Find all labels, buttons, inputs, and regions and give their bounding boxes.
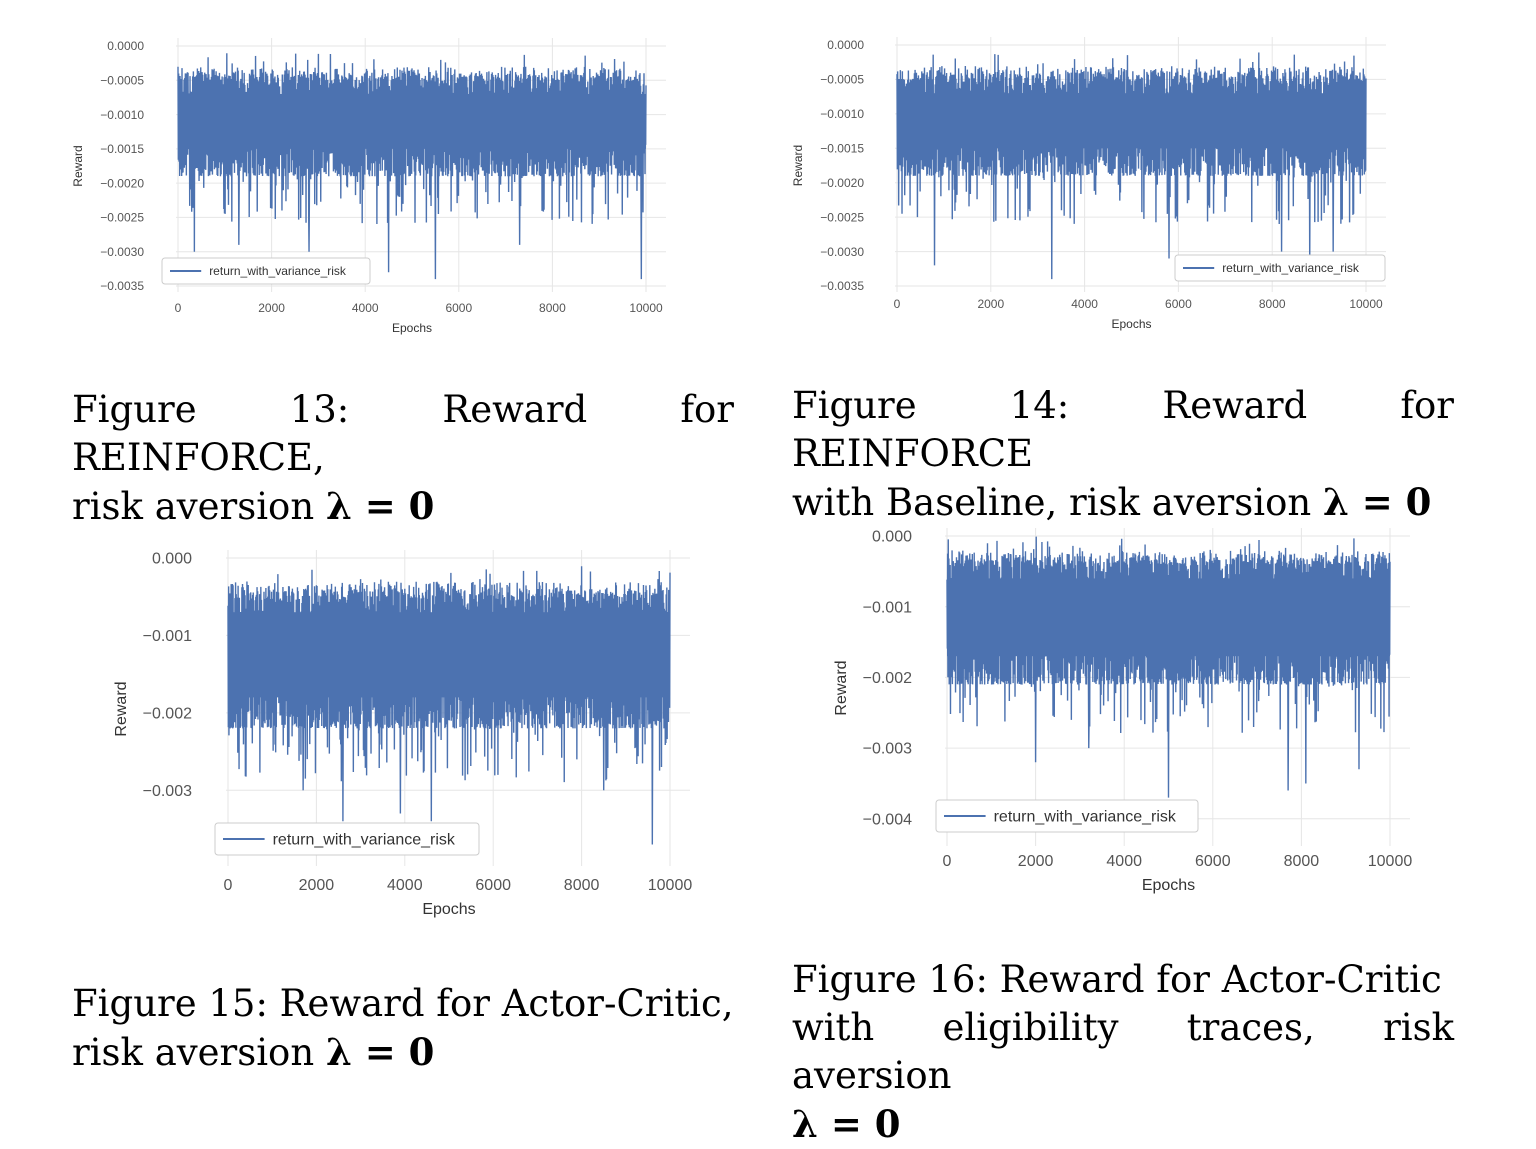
x-tick-label: 6000 (475, 877, 511, 894)
caption-math: λ = 0 (1322, 480, 1432, 524)
x-tick-label: 6000 (1165, 297, 1192, 311)
y-tick-label: −0.0025 (820, 210, 864, 224)
legend-box (214, 822, 480, 856)
legend-box (1174, 254, 1386, 282)
chart-figure-13: 0.0000 −0.0005 −0.0010 −0.0015 −0.0020 −0.002… (71, 38, 666, 335)
y-tick-label: −0.0005 (820, 73, 864, 87)
x-tick-label: 10000 (629, 301, 663, 315)
caption-line-3: λ = 0 (792, 1100, 1454, 1149)
y-tick-label: −0.0035 (100, 279, 144, 293)
x-axis-label: Epochs (1111, 317, 1151, 331)
y-axis-label: Reward (113, 681, 130, 736)
x-axis-label: Epochs (1142, 877, 1195, 894)
figure-13-caption: Figure 13: Reward for REINFORCE, risk av… (72, 386, 734, 531)
x-tick-label: 0 (224, 877, 233, 894)
x-tick-label: 8000 (539, 301, 566, 315)
y-tick-label: −0.001 (863, 599, 912, 616)
x-tick-label: 0 (894, 297, 901, 311)
y-tick-label: −0.0010 (820, 107, 864, 121)
y-tick-label: −0.0030 (820, 245, 864, 259)
x-tick-label: 8000 (1259, 297, 1286, 311)
x-tick-label: 4000 (387, 877, 423, 894)
y-tick-label: −0.0025 (100, 211, 144, 225)
figure-14-caption: Figure 14: Reward for REINFORCE with Bas… (792, 382, 1454, 527)
caption-prefix: with Baseline, risk aversion (792, 481, 1323, 524)
caption-line-2: with eligibility traces, risk aversion (792, 1006, 1454, 1097)
y-tick-label: −0.0015 (820, 141, 864, 155)
y-tick-label: −0.004 (863, 811, 912, 828)
legend-label: return_with_variance_risk (1222, 261, 1360, 275)
caption-prefix: risk aversion (72, 1031, 326, 1074)
y-tick-label: −0.002 (863, 670, 912, 687)
caption-line-1: Figure 14: Reward for REINFORCE (792, 384, 1454, 475)
caption-line-2: risk aversion λ = 0 (72, 482, 734, 531)
x-tick-label: 8000 (564, 877, 600, 894)
y-tick-label: −0.002 (143, 705, 192, 722)
x-tick-label: 10000 (1368, 853, 1413, 870)
chart-figure-16: 0.000 −0.001 −0.002 −0.003 −0.004 0 2000 4000 60… (833, 528, 1413, 894)
x-tick-label: 4000 (1106, 853, 1142, 870)
caption-line-1: Figure 13: Reward for REINFORCE, (72, 388, 734, 479)
y-tick-label: 0.000 (872, 529, 912, 546)
x-tick-label: 0 (943, 853, 952, 870)
y-axis-label: Reward (833, 660, 850, 715)
y-tick-label: −0.003 (143, 783, 192, 800)
y-tick-label: −0.0035 (820, 279, 864, 293)
caption-math: λ = 0 (325, 1030, 435, 1074)
x-tick-label: 2000 (299, 877, 335, 894)
x-tick-label: 6000 (1195, 853, 1231, 870)
x-tick-label: 4000 (352, 301, 379, 315)
series-band-core (947, 578, 1390, 657)
chart-figure-15: 0.000 −0.001 −0.002 −0.003 0 2000 4000 6000 8000… (113, 550, 693, 918)
y-tick-label: −0.0015 (100, 142, 144, 156)
series-band-core (228, 612, 670, 698)
y-tick-label: −0.0010 (100, 108, 144, 122)
series-band-core (897, 93, 1366, 149)
x-tick-label: 2000 (977, 297, 1004, 311)
y-tick-label: −0.0030 (100, 245, 144, 259)
x-tick-label: 4000 (1071, 297, 1098, 311)
x-tick-label: 0 (175, 301, 182, 315)
caption-math: λ = 0 (792, 1102, 901, 1146)
y-tick-label: 0.0000 (107, 39, 144, 53)
legend-label: return_with_variance_risk (994, 809, 1177, 826)
y-tick-label: −0.001 (143, 628, 192, 645)
figure-16-caption: Figure 16: Reward for Actor-Critic with … (792, 956, 1454, 1149)
chart-figure-14: 0.0000 −0.0005 −0.0010 −0.0015 −0.0020 −0.002… (791, 37, 1386, 331)
x-tick-label: 2000 (1018, 853, 1054, 870)
x-axis-label: Epochs (392, 321, 432, 335)
figure-15-caption: Figure 15: Reward for Actor-Critic, risk… (72, 980, 734, 1077)
caption-line-2: with Baseline, risk aversion λ = 0 (792, 478, 1454, 527)
x-tick-label: 6000 (445, 301, 472, 315)
caption-line-1: Figure 16: Reward for Actor-Critic (792, 958, 1442, 1001)
y-tick-label: 0.000 (152, 551, 192, 568)
x-axis-label: Epochs (422, 901, 475, 918)
y-tick-label: −0.003 (863, 741, 912, 758)
legend-box (935, 799, 1199, 833)
y-axis-label: Reward (791, 145, 805, 186)
y-tick-label: 0.0000 (827, 38, 864, 52)
caption-math: λ = 0 (325, 484, 435, 528)
x-tick-label: 2000 (258, 301, 285, 315)
y-tick-label: −0.0020 (820, 176, 864, 190)
caption-prefix: risk aversion (72, 485, 326, 528)
y-tick-label: −0.0005 (100, 73, 144, 87)
x-tick-label: 10000 (648, 877, 693, 894)
x-tick-label: 10000 (1349, 297, 1383, 311)
series-band-core (178, 94, 646, 149)
caption-line-2: risk aversion λ = 0 (72, 1028, 734, 1077)
series-line-return-with-variance-risk (946, 536, 1391, 798)
caption-line-1: Figure 15: Reward for Actor-Critic, (72, 982, 734, 1025)
legend-label: return_with_variance_risk (209, 264, 347, 278)
legend-label: return_with_variance_risk (273, 832, 456, 849)
y-tick-label: −0.0020 (100, 176, 144, 190)
legend-box (161, 257, 371, 285)
y-axis-label: Reward (71, 145, 85, 186)
x-tick-label: 8000 (1284, 853, 1320, 870)
